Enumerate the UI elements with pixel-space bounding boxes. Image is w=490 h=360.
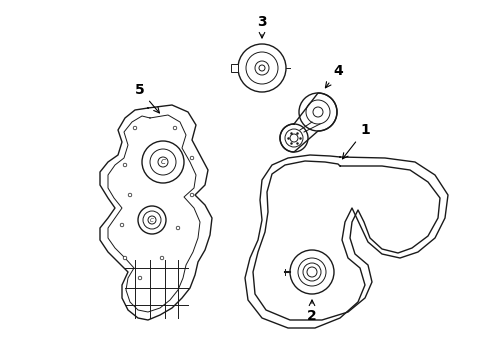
Text: 5: 5 xyxy=(135,83,159,113)
Circle shape xyxy=(190,156,194,160)
Text: 3: 3 xyxy=(257,15,267,38)
Polygon shape xyxy=(100,105,212,320)
Text: C: C xyxy=(161,159,166,165)
Circle shape xyxy=(176,226,180,230)
Circle shape xyxy=(128,193,132,197)
Circle shape xyxy=(150,149,176,175)
Circle shape xyxy=(246,52,278,84)
Circle shape xyxy=(280,124,308,152)
Circle shape xyxy=(306,100,330,124)
Circle shape xyxy=(123,163,127,167)
Circle shape xyxy=(313,107,323,117)
Circle shape xyxy=(259,65,265,71)
Circle shape xyxy=(299,93,337,131)
Circle shape xyxy=(290,134,298,142)
Circle shape xyxy=(138,276,142,280)
Circle shape xyxy=(133,126,137,130)
Text: 2: 2 xyxy=(307,300,317,323)
Circle shape xyxy=(255,61,269,75)
Circle shape xyxy=(290,250,334,294)
Circle shape xyxy=(238,44,286,92)
Circle shape xyxy=(138,206,166,234)
Text: 4: 4 xyxy=(325,64,343,88)
Circle shape xyxy=(158,157,168,167)
Circle shape xyxy=(123,256,127,260)
Circle shape xyxy=(303,263,321,281)
Text: 1: 1 xyxy=(343,123,370,159)
Circle shape xyxy=(120,223,124,227)
Text: C: C xyxy=(150,217,154,222)
Circle shape xyxy=(298,258,326,286)
Circle shape xyxy=(173,126,177,130)
Circle shape xyxy=(142,141,184,183)
Circle shape xyxy=(307,267,317,277)
Circle shape xyxy=(285,129,303,147)
Polygon shape xyxy=(280,93,337,152)
Circle shape xyxy=(148,216,156,224)
Circle shape xyxy=(190,193,194,197)
Bar xyxy=(231,64,238,72)
Circle shape xyxy=(160,256,164,260)
Circle shape xyxy=(143,211,161,229)
